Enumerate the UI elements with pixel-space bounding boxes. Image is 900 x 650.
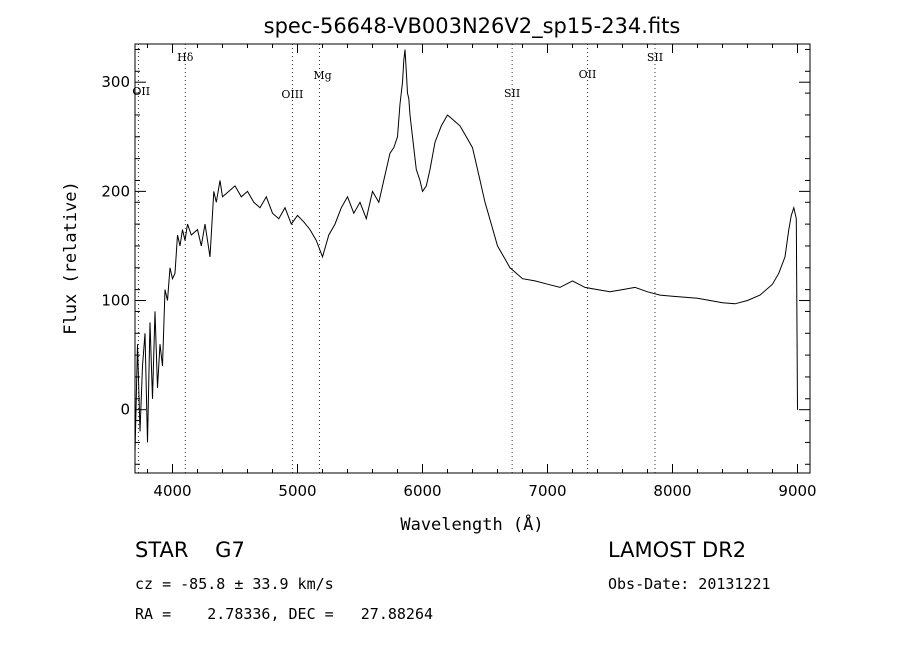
emission-line-label: SII [647,51,663,64]
x-tick-label: 4000 [153,482,191,500]
survey-name: LAMOST DR2 [608,538,747,562]
x-tick-label: 9000 [778,482,816,500]
x-tick-label: 6000 [403,482,441,500]
plot-frame [134,43,811,474]
redshift-velocity: cz = -85.8 ± 33.9 km/s [135,575,334,593]
x-axis-label: Wavelength (Å) [400,513,543,535]
x-tick-label: 5000 [278,482,316,500]
emission-line-label: Hδ [177,51,194,64]
x-tick-label: 7000 [528,482,566,500]
x-tick-label: 8000 [653,482,691,500]
spectrum-line [134,49,798,454]
coordinates: RA = 2.78336, DEC = 27.88264 [135,605,434,623]
emission-line-label: OIII [281,88,303,101]
observation-date: Obs-Date: 20131221 [608,575,771,593]
emission-line-label: OII [579,68,597,81]
y-axis-label: Flux (relative) [61,181,81,335]
y-tick-label: 300 [101,73,130,91]
emission-line-label: OII [132,85,150,98]
object-class: STAR G7 [135,538,245,562]
axes-ticks: 4000 5000 6000 7000 8000 9000 0 100 200 300 [101,44,817,500]
emission-line-label: SII [504,87,520,100]
emission-lines: OII Hδ OIII Mg SII OII SII [132,44,663,473]
emission-line-label: Mg [313,69,331,82]
chart-title: spec-56648-VB003N26V2_sp15-234.fits [264,14,681,39]
y-tick-label: 0 [120,401,130,419]
y-tick-label: 200 [101,182,130,200]
y-tick-label: 100 [101,292,130,310]
